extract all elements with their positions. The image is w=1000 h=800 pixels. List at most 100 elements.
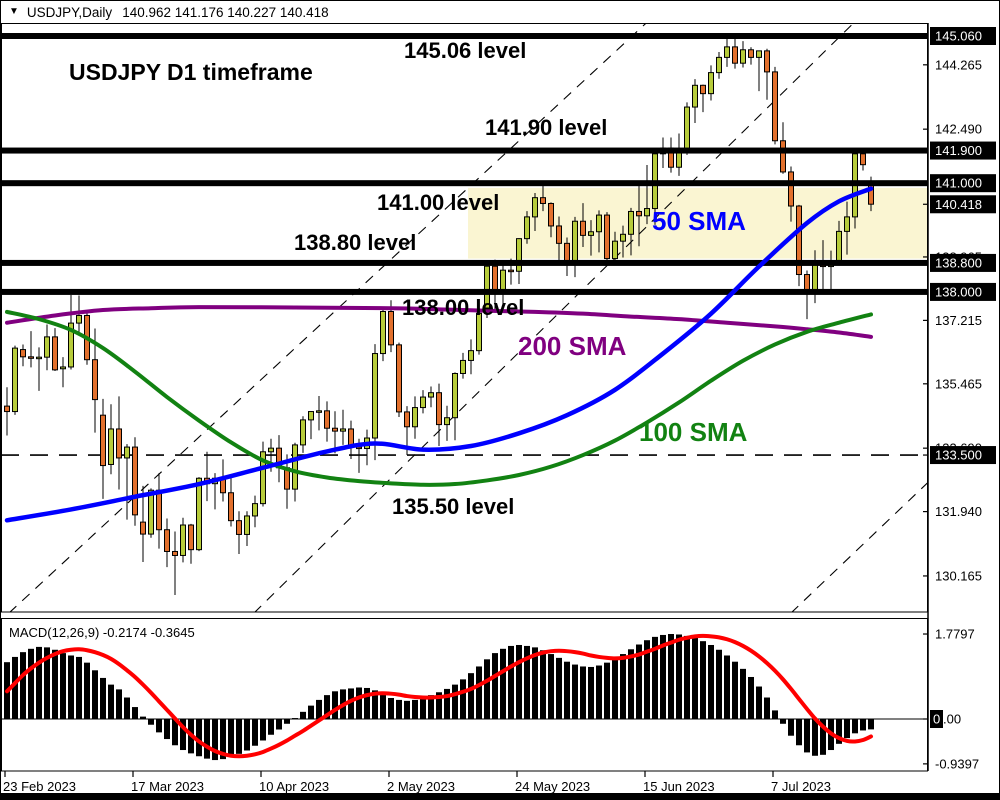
level-line-138.8[interactable] xyxy=(1,259,928,266)
candle-bull xyxy=(124,446,130,459)
macd-bar xyxy=(508,645,514,719)
macd-bar xyxy=(180,719,186,751)
macd-bar xyxy=(516,644,522,719)
macd-bar xyxy=(452,684,458,719)
macd-bar xyxy=(284,719,290,724)
macd-bar xyxy=(852,719,858,734)
candle-bull xyxy=(628,210,634,235)
candle-bull xyxy=(844,216,850,232)
candle-bull xyxy=(468,350,474,361)
macd-bar xyxy=(788,719,794,736)
trendline-1[interactable] xyxy=(8,23,670,613)
candle-bear xyxy=(236,520,242,535)
macd-bar xyxy=(620,654,626,719)
macd-bar xyxy=(140,716,146,719)
price-box xyxy=(930,446,996,465)
macd-bar xyxy=(652,636,658,719)
macd-pane[interactable] xyxy=(1,633,928,761)
macd-bar xyxy=(132,707,138,719)
macd-bar xyxy=(724,655,730,719)
chart-area[interactable]: USDJPY D1 timeframe 145.06 level 141.90 le… xyxy=(1,23,1000,800)
macd-bar xyxy=(12,656,18,719)
macd-bar xyxy=(644,640,650,719)
candle-bull xyxy=(12,347,18,413)
candle-bull xyxy=(244,515,250,535)
macd-bar xyxy=(780,719,786,724)
candle-bull xyxy=(644,208,650,217)
macd-bar xyxy=(268,719,274,735)
symbol-dropdown-icon[interactable]: ▼ xyxy=(9,6,19,17)
candle-bull xyxy=(260,451,266,505)
macd-bar xyxy=(540,650,546,719)
macd-bar xyxy=(92,670,98,719)
candle-bull xyxy=(524,216,530,240)
candle-bull xyxy=(340,428,346,432)
candle-bear xyxy=(332,427,338,432)
sma50-line[interactable] xyxy=(4,186,874,523)
date-tick-label: 24 May 2023 xyxy=(515,779,590,794)
level-145-label: 145.06 level xyxy=(404,38,526,63)
macd-bar xyxy=(708,644,714,719)
candle-bear xyxy=(548,202,554,227)
macd-tick-label: 1.7797 xyxy=(935,627,975,642)
macd-bar xyxy=(796,719,802,746)
main-plot[interactable] xyxy=(1,23,941,613)
candle-bear xyxy=(788,171,794,207)
macd-bar xyxy=(740,668,746,719)
sma100-line[interactable] xyxy=(5,309,873,487)
macd-bar xyxy=(716,649,722,719)
macd-signal-line[interactable] xyxy=(5,633,873,759)
macd-bar xyxy=(732,661,738,719)
macd-bar xyxy=(84,662,90,719)
trendline-2[interactable] xyxy=(253,23,876,613)
candle-bull xyxy=(476,312,482,352)
level-line-145.06[interactable] xyxy=(1,33,928,39)
macd-bar xyxy=(548,654,554,719)
candle-bear xyxy=(860,153,866,166)
price-box-label: 133.500 xyxy=(935,448,982,463)
candle-bull xyxy=(460,359,466,374)
macd-bar xyxy=(372,690,378,719)
macd-bar xyxy=(444,688,450,719)
candle-bull xyxy=(316,410,322,413)
macd-bar xyxy=(148,719,154,725)
price-chart-svg[interactable]: USDJPY D1 timeframe 145.06 level 141.90 le… xyxy=(1,23,1000,800)
candle-bear xyxy=(540,197,546,204)
symbol-period-label: USDJPY,Daily xyxy=(26,4,113,20)
candle-bear xyxy=(100,414,106,467)
level-line-141[interactable] xyxy=(1,180,928,187)
macd-bar xyxy=(124,697,130,719)
macd-border xyxy=(1,618,928,772)
macd-bar xyxy=(76,656,82,719)
title-label: USDJPY D1 timeframe xyxy=(69,59,313,85)
macd-bar xyxy=(364,687,370,719)
candle-bull xyxy=(76,314,82,324)
macd-bar xyxy=(492,653,498,719)
price-tick-label: 135.465 xyxy=(935,376,982,391)
candle-bull xyxy=(148,489,154,535)
level-14190-label: 141.90 level xyxy=(485,115,607,140)
macd-bar xyxy=(772,710,778,719)
candle-bear xyxy=(156,489,162,531)
macd-bar xyxy=(348,688,354,719)
bottom-strip xyxy=(1,793,999,799)
level-line-141.9[interactable] xyxy=(1,147,928,154)
candle-bear xyxy=(804,274,810,291)
candle-bull xyxy=(572,220,578,264)
price-box-label: 141.900 xyxy=(935,143,982,158)
macd-bar xyxy=(28,648,34,719)
candle-bull xyxy=(708,72,714,95)
macd-bar xyxy=(300,711,306,719)
sma200-line[interactable] xyxy=(5,305,873,339)
macd-bar xyxy=(156,719,162,733)
macd-bar xyxy=(244,719,250,751)
macd-bar xyxy=(468,673,474,719)
macd-bar xyxy=(420,697,426,719)
trendline-3[interactable] xyxy=(790,470,941,613)
candle-bear xyxy=(388,311,394,346)
macd-bar xyxy=(484,659,490,719)
candle-bull xyxy=(420,396,426,409)
date-tick-label: 10 Apr 2023 xyxy=(259,779,329,794)
price-box xyxy=(930,174,996,193)
level-line-138[interactable] xyxy=(1,288,928,295)
